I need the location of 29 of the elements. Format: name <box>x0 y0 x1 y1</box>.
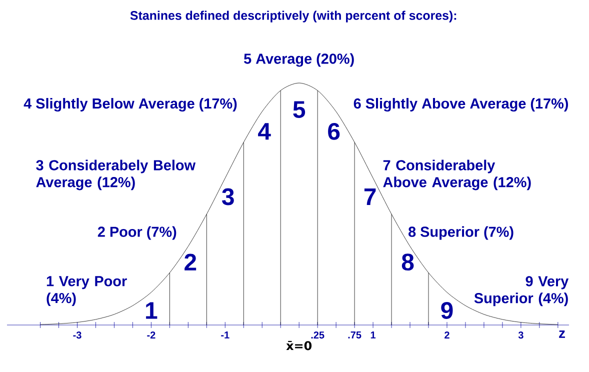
x-tick-label: .25 <box>311 332 324 339</box>
annotation: 1 <box>146 302 158 319</box>
annotation: 6 <box>328 122 340 140</box>
annotation: 7 <box>364 188 376 205</box>
x-axis-title: z <box>559 330 565 338</box>
annotation: 3 <box>222 188 234 206</box>
x-tick-label: 1 <box>370 332 376 338</box>
annotation: 1 Very Poor (4%) <box>46 276 127 306</box>
annotation: 8 <box>402 254 414 271</box>
annotation: 4 Slightly Below Average (17%) <box>24 98 237 112</box>
annotation: 8 Superior (7%) <box>408 226 514 240</box>
annotation: 2 Poor (7%) <box>98 226 176 240</box>
x-tick-label: 2 <box>444 332 450 338</box>
text: x̄=0 <box>286 340 312 350</box>
annotation: 5 <box>293 101 306 118</box>
x-tick-label: -1 <box>221 332 230 338</box>
annotation: 4 <box>258 123 271 140</box>
x-tick-label: 3 <box>518 332 524 339</box>
annotation: 6 Slightly Above Average (17%) <box>354 98 568 112</box>
annotation: 2 <box>184 254 196 270</box>
annotation: 7 Considerabely Above Average (12%) <box>383 160 531 190</box>
text: 5 Average (20%) <box>244 53 354 67</box>
x-tick-label: .75 <box>348 332 362 338</box>
chart-title: Stanines defined descriptively (with percent of scores): <box>130 10 456 22</box>
x-tick-label: -3 <box>73 332 82 339</box>
annotation: 9 Very Superior (4%) <box>474 276 569 306</box>
annotation: 3 Considerabely Below Average (12%) <box>36 160 196 190</box>
annotation: 9 <box>441 302 453 319</box>
x-tick-label: -2 <box>147 332 156 338</box>
